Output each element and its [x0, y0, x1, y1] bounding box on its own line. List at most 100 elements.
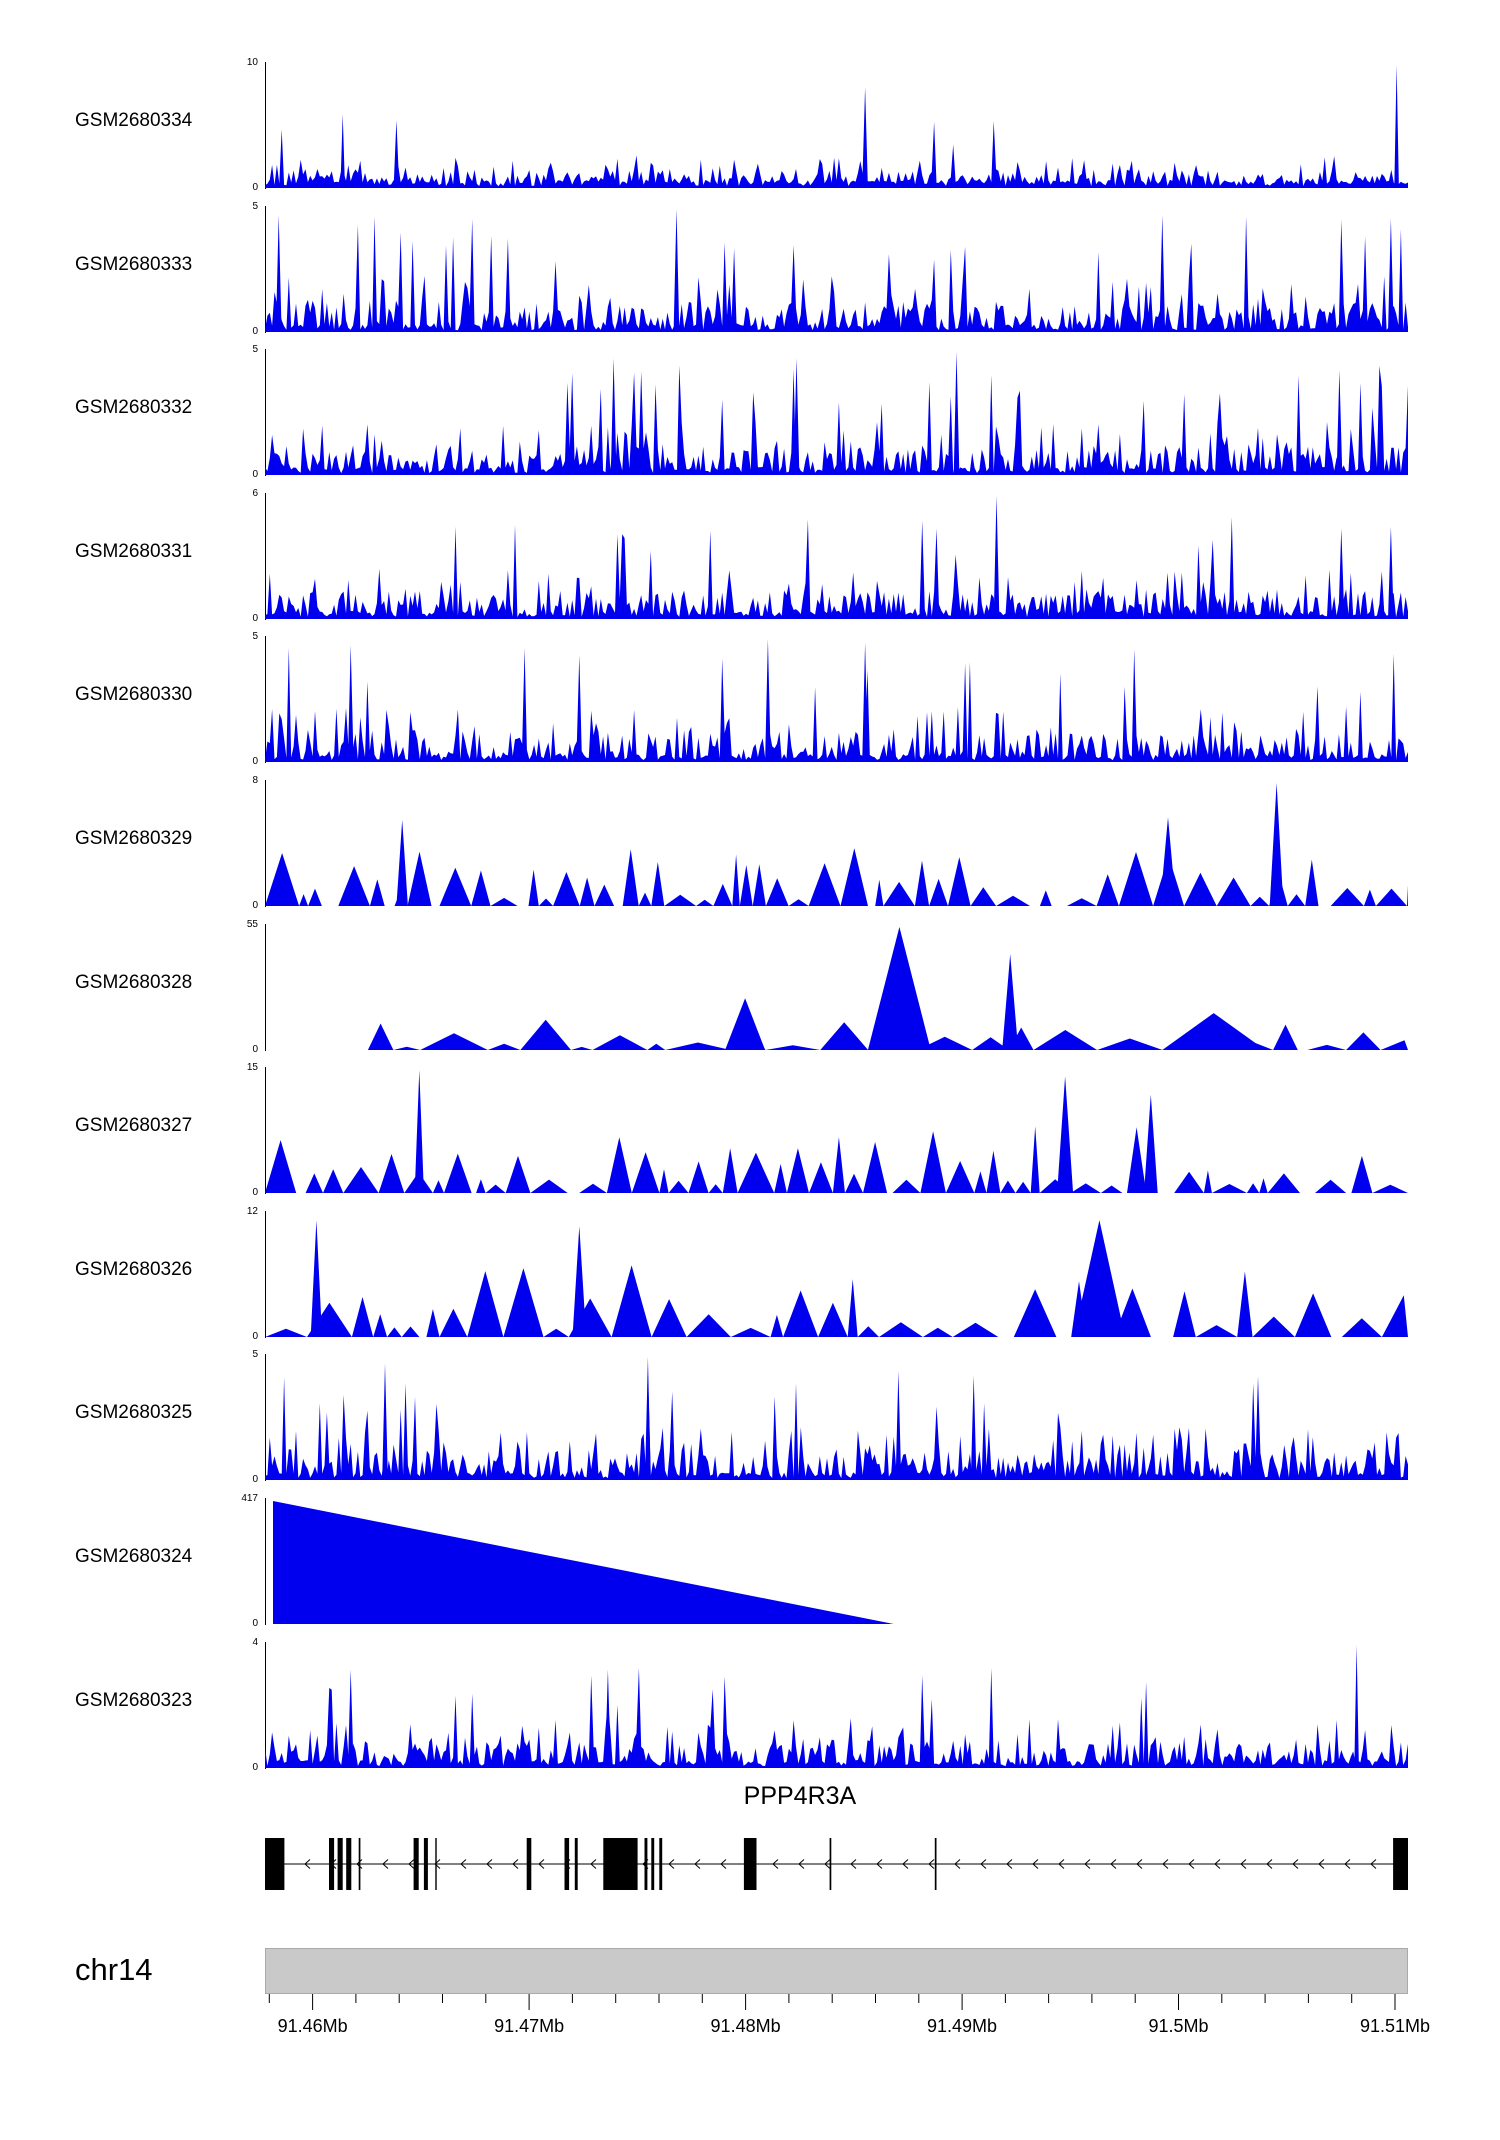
exon-block: [934, 1838, 937, 1890]
yaxis-max-label: 10: [246, 57, 258, 68]
minus-strand-arrow-icon: [1370, 1859, 1377, 1869]
minus-strand-arrow-icon: [798, 1859, 805, 1869]
minus-strand-arrow-icon: [824, 1859, 831, 1869]
track-row-GSM2680323: GSM2680323 4 0: [0, 1637, 1500, 1773]
exon-block: [743, 1838, 757, 1890]
yaxis-max-label: 4: [252, 1636, 258, 1648]
yaxis-max-label: 5: [252, 200, 258, 212]
minus-strand-arrow-icon: [1188, 1859, 1195, 1869]
exon-block: [603, 1838, 638, 1890]
minus-strand-arrow-icon: [1344, 1859, 1351, 1869]
track-row-GSM2680332: GSM2680332 5 0: [0, 344, 1500, 480]
track-name-label: GSM2680331: [75, 540, 193, 562]
signal-area-GSM2680327: [265, 1067, 1408, 1195]
minus-strand-arrow-icon: [512, 1859, 519, 1869]
exon-block: [337, 1838, 343, 1890]
track-row-GSM2680330: GSM2680330 5 0: [0, 631, 1500, 767]
yaxis-max-label: 417: [241, 1493, 258, 1504]
yaxis-max-label: 6: [252, 487, 258, 499]
signal-area-GSM2680331: [265, 492, 1408, 620]
track-name-label: GSM2680334: [75, 110, 193, 131]
minus-strand-arrow-icon: [902, 1859, 909, 1869]
track-name-label: GSM2680326: [75, 1258, 193, 1280]
yaxis-min-label: 0: [252, 1618, 258, 1629]
yaxis-max-label: 5: [252, 344, 258, 356]
exon-block: [651, 1838, 655, 1890]
minus-strand-arrow-icon: [1162, 1859, 1169, 1869]
exon-block: [564, 1838, 570, 1890]
minus-strand-arrow-icon: [668, 1859, 675, 1869]
mb-tick-label: 91.46Mb: [277, 2016, 348, 2036]
signal-area-GSM2680333: [265, 205, 1408, 333]
signal-area-GSM2680334: [265, 62, 1408, 189]
minus-strand-arrow-icon: [1318, 1859, 1325, 1869]
track-row-GSM2680329: GSM2680329 8 0: [0, 775, 1500, 911]
minus-strand-arrow-icon: [850, 1859, 857, 1869]
exon-block: [346, 1838, 352, 1890]
exon-block: [829, 1838, 832, 1890]
yaxis-max-label: 5: [252, 631, 258, 643]
minus-strand-arrow-icon: [694, 1859, 701, 1869]
minus-strand-arrow-icon: [1214, 1859, 1221, 1869]
track-name-label: GSM2680328: [75, 971, 193, 993]
minus-strand-arrow-icon: [928, 1859, 935, 1869]
chromosome-label: chr14: [75, 1952, 153, 1987]
yaxis-min-label: 0: [252, 1761, 258, 1773]
signal-area-GSM2680332: [265, 349, 1408, 477]
signal-area-GSM2680326: [265, 1210, 1408, 1338]
track-row-GSM2680328: GSM2680328 55 0: [0, 919, 1500, 1055]
track-name-label: GSM2680324: [75, 1546, 193, 1567]
minus-strand-arrow-icon: [408, 1859, 415, 1869]
track-row-GSM2680326: GSM2680326 12 0: [0, 1206, 1500, 1342]
exon-block: [265, 1838, 285, 1890]
track-name-label: GSM2680323: [75, 1689, 193, 1711]
coordinate-ruler: [268, 1994, 1396, 2010]
minus-strand-arrow-icon: [1136, 1859, 1143, 1869]
track-row-GSM2680327: GSM2680327 15 0: [0, 1062, 1500, 1198]
minus-strand-arrow-icon: [720, 1859, 727, 1869]
minus-strand-arrow-icon: [1058, 1859, 1065, 1869]
track-row-GSM2680325: GSM2680325 5 0: [0, 1349, 1500, 1485]
gene-model-track: [265, 1838, 1408, 1890]
yaxis-min-label: 0: [252, 1474, 258, 1486]
yaxis-min-label: 0: [252, 325, 258, 337]
yaxis-min-label: 0: [252, 612, 258, 624]
signal-area-GSM2680329: [265, 780, 1408, 907]
track-row-GSM2680333: GSM2680333 5 0: [0, 201, 1500, 337]
signal-area-GSM2680324: [265, 1498, 894, 1625]
exon-block: [526, 1838, 532, 1890]
minus-strand-arrow-icon: [1032, 1859, 1039, 1869]
yaxis-max-label: 8: [252, 775, 258, 786]
exon-block: [574, 1838, 578, 1890]
exon-block: [413, 1838, 419, 1890]
mb-tick-label: 91.49Mb: [927, 2016, 998, 2036]
minus-strand-arrow-icon: [954, 1859, 961, 1869]
gene-name-label: PPP4R3A: [743, 1782, 857, 1810]
minus-strand-arrow-icon: [876, 1859, 883, 1869]
yaxis-max-label: 12: [246, 1205, 258, 1217]
signal-area-GSM2680325: [265, 1354, 1408, 1482]
chromosome-ideogram-bar: [265, 1948, 1408, 1994]
yaxis-min-label: 0: [252, 182, 258, 193]
mb-tick-label: 91.5Mb: [1148, 2016, 1209, 2036]
exon-block: [435, 1838, 437, 1890]
signal-area-GSM2680330: [265, 636, 1408, 764]
track-name-label: GSM2680329: [75, 828, 193, 849]
signal-area-GSM2680323: [265, 1641, 1408, 1769]
minus-strand-arrow-icon: [434, 1859, 441, 1869]
track-name-label: GSM2680330: [75, 684, 193, 706]
exon-block: [659, 1838, 663, 1890]
minus-strand-arrow-icon: [538, 1859, 545, 1869]
minus-strand-arrow-icon: [486, 1859, 493, 1869]
minus-strand-arrow-icon: [460, 1859, 467, 1869]
yaxis-min-label: 0: [252, 1330, 258, 1342]
yaxis-max-label: 15: [246, 1062, 258, 1074]
yaxis-min-label: 0: [252, 1187, 258, 1199]
minus-strand-arrow-icon: [590, 1859, 597, 1869]
signal-area-GSM2680328: [265, 923, 1408, 1051]
minus-strand-arrow-icon: [1292, 1859, 1299, 1869]
minus-strand-arrow-icon: [980, 1859, 987, 1869]
track-name-label: GSM2680333: [75, 253, 193, 275]
exon-block: [1393, 1838, 1408, 1890]
